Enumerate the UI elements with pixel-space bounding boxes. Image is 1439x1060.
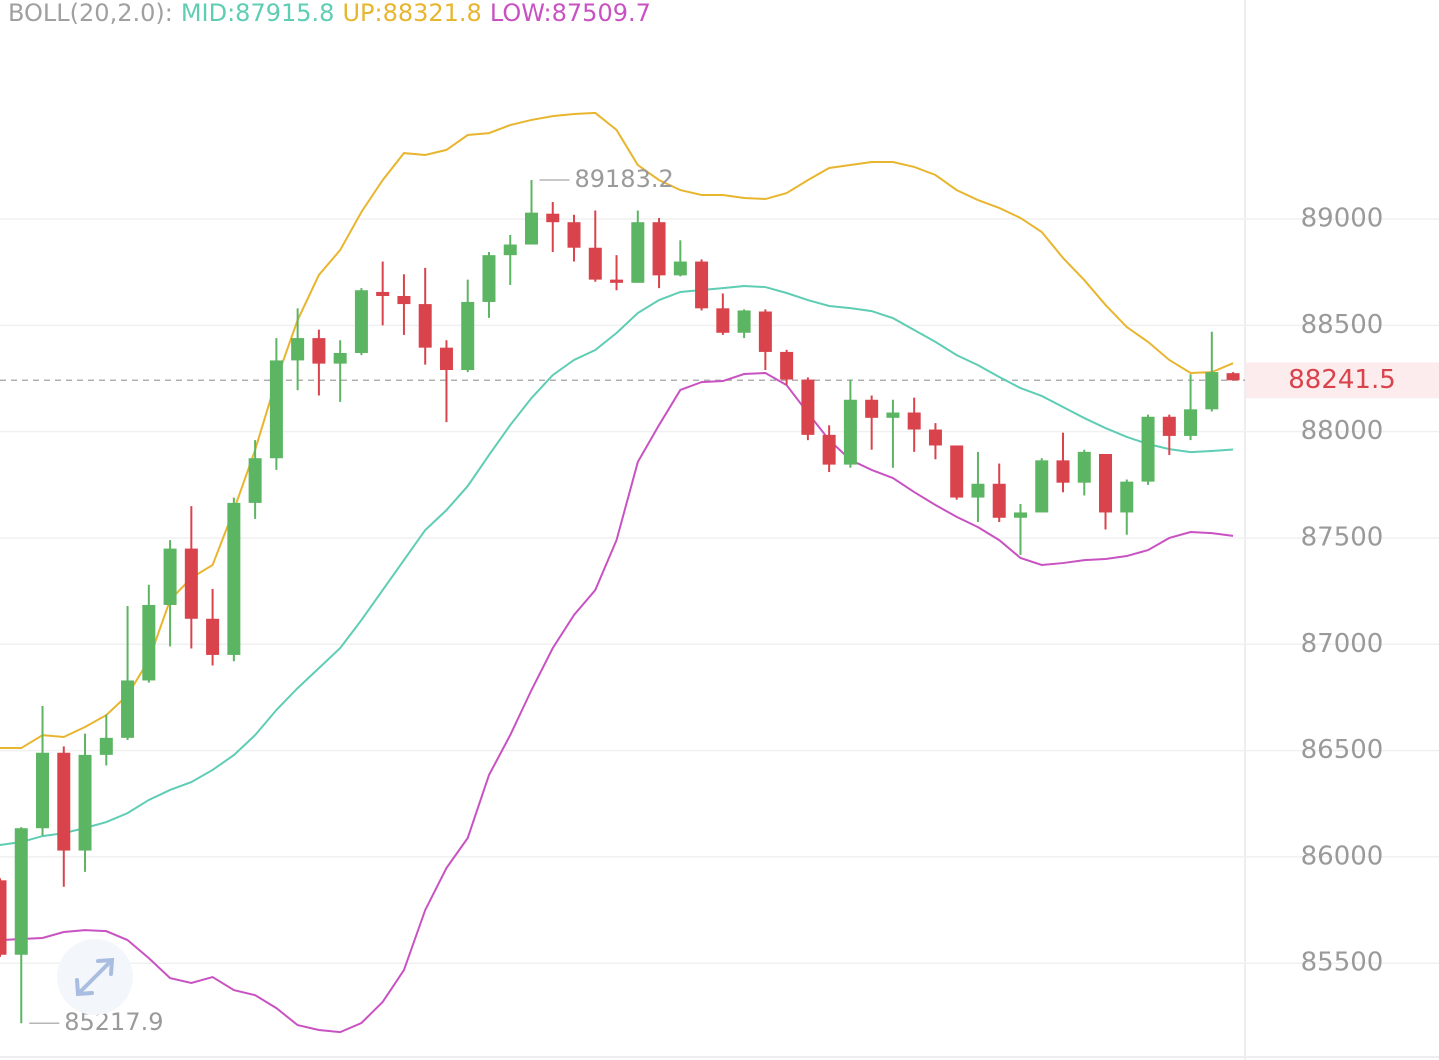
candle-body [907,412,921,430]
legend-entry: MID:87915.8 [180,0,335,27]
legend-entry: UP:88321.8 [342,0,482,27]
candle-body [801,379,815,435]
candle-body [354,290,368,353]
candle-body [121,680,135,738]
candle-body [673,261,687,276]
candle-body [822,434,836,465]
band-line [0,284,1234,847]
candle-body [1099,453,1113,513]
candle-body [78,754,92,851]
candle-body [1056,460,1070,483]
candle-body [1013,512,1027,518]
candle-body [652,222,666,276]
candle-body [99,737,113,755]
candle-body [950,445,964,498]
candle-body [312,338,326,364]
candle-body [928,429,942,446]
candle-body [503,244,517,256]
candle-body [57,752,71,851]
expand-button[interactable] [57,939,133,1015]
candle-body [439,347,453,370]
y-tick-label: 89000 [1301,204,1384,234]
candle-body [1205,372,1219,410]
candle-body [1077,451,1091,483]
candle-body [418,304,432,348]
candle-body [397,295,411,305]
y-tick-label: 87000 [1301,629,1384,659]
indicator-legend: BOLL(20,2.0): MID:87915.8 UP:88321.8 LOW:87… [8,0,659,26]
candle-body [1184,409,1198,436]
candle-body [163,548,177,605]
candle-body [1120,481,1134,513]
candle-body [695,261,709,309]
legend-prefix: BOLL(20,2.0): [8,0,173,27]
candle-body [333,352,347,364]
y-tick-label: 88500 [1301,310,1384,340]
candle-body [1162,416,1176,436]
band-line [0,111,1234,750]
candle-body [14,828,28,955]
candle-body [36,752,50,829]
band-line [0,371,1234,1034]
candle-body [1035,460,1049,513]
candle-body [0,880,7,955]
price-label-bg [1246,362,1439,399]
candle-body [482,255,496,302]
candle-body [546,213,560,223]
candle-body [716,308,730,333]
candle-body [227,502,241,655]
low-annotation: 85217.9 [64,1008,163,1036]
candle-body [865,399,879,418]
legend-entry: LOW:87509.7 [489,0,651,27]
candle-body [610,279,624,283]
candle-body [248,458,262,503]
y-tick-label: 86000 [1301,841,1384,871]
candle-body [269,360,283,459]
candle-body [843,399,857,465]
candle-body [780,351,794,380]
candle-body [567,222,581,248]
y-tick-label: 88000 [1301,416,1384,446]
candle-body [971,483,985,498]
candle-body [1141,416,1155,482]
candle-body [588,247,602,280]
candle-body [631,222,645,283]
candle-body [291,338,305,361]
y-tick-label: 87500 [1301,522,1384,552]
candle-body [142,604,156,681]
candle-body [461,301,475,370]
candle-body [376,291,390,296]
candle-body [758,311,772,352]
candle-body [886,412,900,418]
y-tick-label: 86500 [1301,735,1384,765]
price-label: 88241.5 [1288,365,1396,395]
candle-body [992,483,1006,518]
candle-body [1226,373,1240,381]
y-tick-label: 85500 [1301,948,1384,978]
candle-body [206,618,220,655]
expand-icon[interactable] [75,957,115,997]
candle-body [737,310,751,333]
high-annotation: 89183.2 [575,165,674,193]
candle-body [184,548,198,619]
candle-body [525,212,538,245]
